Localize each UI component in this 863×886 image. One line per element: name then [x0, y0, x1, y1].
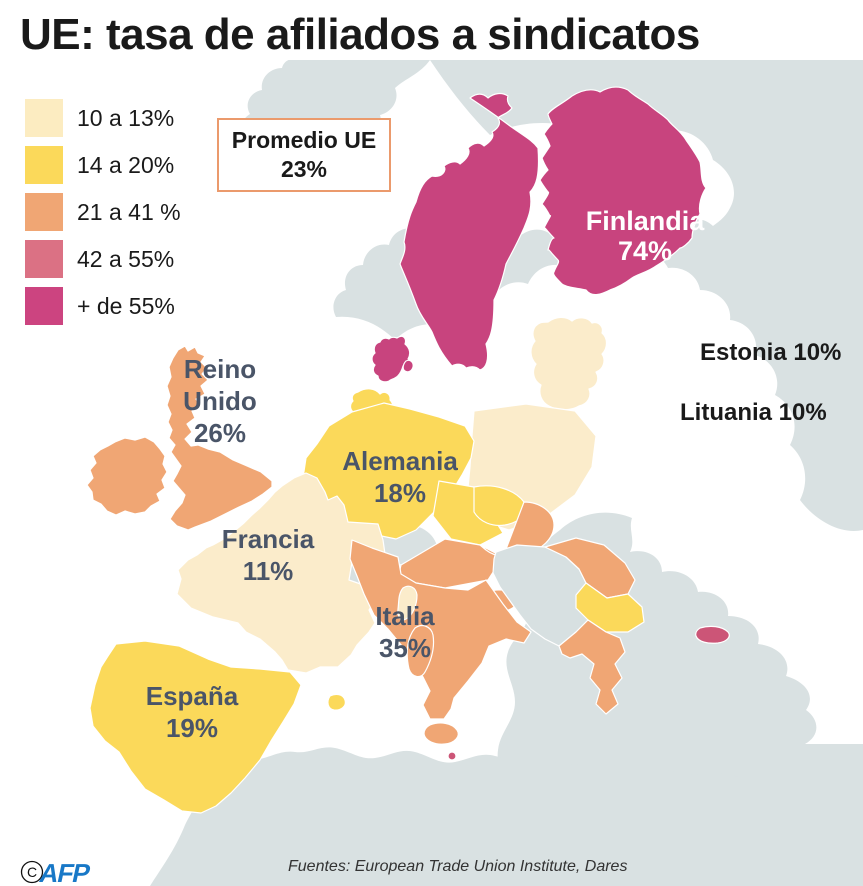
svg-text:19%: 19%: [166, 713, 218, 743]
svg-text:18%: 18%: [374, 478, 426, 508]
svg-text:España: España: [146, 681, 239, 711]
svg-text:74%: 74%: [618, 236, 672, 266]
svg-text:Francia: Francia: [222, 524, 315, 554]
svg-text:AFP: AFP: [37, 858, 93, 886]
svg-text:26%: 26%: [194, 418, 246, 448]
svg-text:35%: 35%: [379, 633, 431, 663]
svg-text:Alemania: Alemania: [342, 446, 458, 476]
svg-text:Unido: Unido: [183, 386, 257, 416]
svg-text:Estonia 10%: Estonia 10%: [700, 339, 841, 366]
svg-text:Italia: Italia: [375, 601, 435, 631]
svg-text:11%: 11%: [243, 556, 294, 586]
svg-text:Reino: Reino: [184, 354, 256, 384]
svg-text:Finlandia: Finlandia: [586, 206, 705, 236]
svg-text:Lituania 10%: Lituania 10%: [680, 399, 827, 426]
svg-text:C: C: [27, 864, 37, 880]
